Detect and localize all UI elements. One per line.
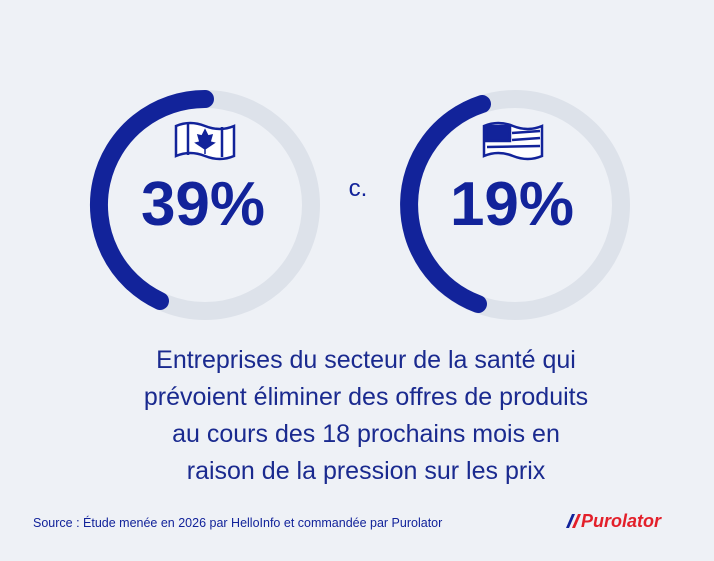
- stat-value: 39%: [141, 170, 265, 239]
- caption-line: Entreprises du secteur de la santé qui: [156, 346, 576, 374]
- stat-value: 19%: [450, 170, 574, 239]
- source: Source : Étude menée en 2026 par HelloIn…: [33, 515, 442, 530]
- canada-flag-icon: [174, 121, 236, 161]
- caption-line: raison de la pression sur les prix: [187, 457, 546, 485]
- caption-line: prévoient éliminer des offres de produit…: [144, 383, 588, 411]
- logo: Purolator: [581, 511, 662, 531]
- ring-arc: [400, 95, 491, 313]
- logo-mark: [566, 514, 581, 528]
- caption-line: au cours des 18 prochains mois en: [172, 420, 560, 448]
- ring-arc: [89, 90, 214, 310]
- usa-flag-icon: [482, 121, 544, 161]
- separator: c.: [349, 175, 368, 202]
